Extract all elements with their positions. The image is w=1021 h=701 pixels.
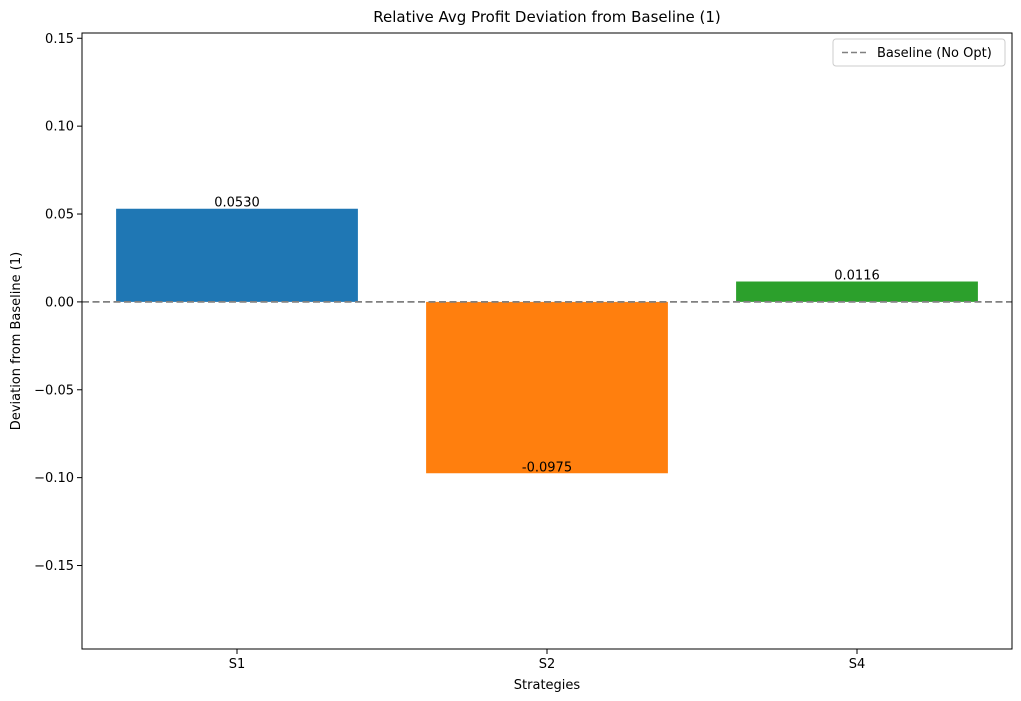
y-tick-label: 0.05 [45, 208, 74, 223]
bar-value-label-s1: 0.0530 [214, 196, 260, 211]
y-axis-label: Deviation from Baseline (1) [9, 252, 24, 430]
y-tick-label: 0.00 [45, 295, 74, 310]
plot-area: 0.0530 -0.0975 0.0116 [81, 32, 1013, 650]
chart-title: Relative Avg Profit Deviation from Basel… [373, 8, 721, 26]
y-tick-label: −0.05 [34, 383, 74, 398]
x-axis-label: Strategies [514, 678, 581, 693]
bar-s1 [116, 208, 358, 302]
x-tick-label-s1: S1 [229, 657, 246, 672]
legend-baseline-label: Baseline (No Opt) [877, 46, 992, 61]
y-tick-label: −0.10 [34, 471, 74, 486]
y-tick-label: −0.15 [34, 559, 74, 574]
bar-s2 [426, 301, 668, 474]
legend: Baseline (No Opt) [832, 38, 1006, 67]
x-tick-label-s4: S4 [849, 657, 866, 672]
x-tick-label-s2: S2 [539, 657, 556, 672]
bar-value-label-s2: -0.0975 [522, 460, 572, 475]
bar-value-label-s4: 0.0116 [834, 269, 880, 284]
y-axis: −0.15 −0.10 −0.05 0.00 0.05 0.10 0.15 [34, 32, 82, 574]
y-tick-label: 0.10 [45, 120, 74, 135]
y-tick-label: 0.15 [45, 32, 74, 47]
bar-s4 [736, 281, 978, 302]
legend-box [832, 38, 1006, 67]
x-axis: S1 S2 S4 [229, 649, 866, 672]
